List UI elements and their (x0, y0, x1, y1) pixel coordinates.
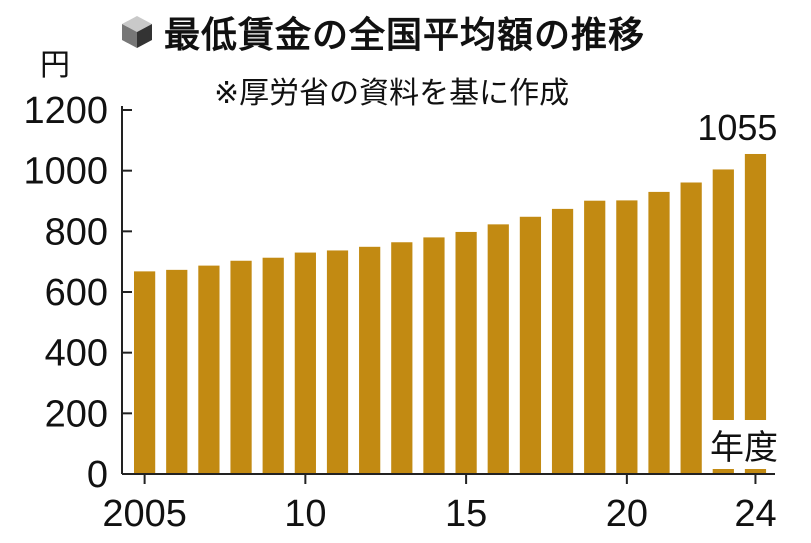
x-tick-label: 20 (606, 493, 648, 535)
bar (423, 237, 445, 474)
bar (744, 153, 767, 474)
bar (648, 191, 670, 474)
y-tick-label: 800 (45, 211, 108, 253)
y-tick-label: 0 (87, 454, 108, 496)
bar (712, 169, 734, 474)
bar (680, 182, 702, 474)
x-tick-label: 15 (445, 493, 487, 535)
y-tick-label: 400 (45, 333, 108, 375)
bar (262, 257, 284, 474)
bar (584, 200, 606, 475)
x-tick-label: 2005 (102, 493, 187, 535)
data-label: 1055 (697, 107, 777, 148)
bar (294, 252, 316, 474)
bar (134, 271, 156, 474)
bar (616, 200, 638, 475)
y-tick-label: 600 (45, 272, 108, 314)
bar (551, 208, 574, 475)
x-tick-label: 10 (284, 493, 326, 535)
chart-title: 最低賃金の全国平均額の推移 (164, 15, 646, 56)
x-tick-label: 24 (734, 493, 776, 535)
y-tick-label: 1200 (23, 90, 108, 132)
bar (198, 265, 220, 474)
y-tick-label: 1000 (23, 151, 108, 193)
bar (166, 269, 188, 474)
y-tick-label: 200 (45, 393, 108, 435)
chart-subtitle: ※厚労省の資料を基に作成 (214, 76, 570, 111)
bar (391, 242, 413, 474)
bar (455, 231, 477, 474)
bar (230, 260, 252, 474)
bar (326, 250, 349, 474)
bar (519, 216, 542, 475)
bar (359, 246, 381, 474)
y-axis-unit: 円 (40, 48, 70, 83)
cube-icon (122, 16, 152, 48)
title-row: 最低賃金の全国平均額の推移 (120, 6, 645, 58)
x-axis-unit: 年度 (706, 420, 782, 469)
bar (487, 224, 509, 474)
